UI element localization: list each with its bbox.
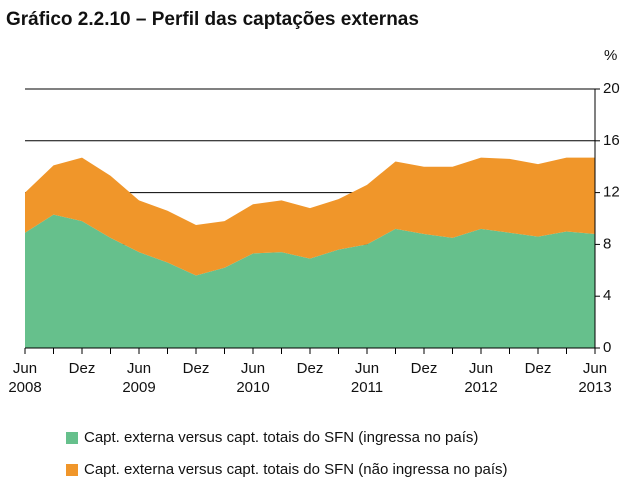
chart-title: Gráfico 2.2.10 – Perfil das captações ex… xyxy=(6,9,419,30)
x-tick-label: Jun xyxy=(583,360,607,377)
x-tick-label: Dez xyxy=(297,360,324,377)
y-tick-label: 16 xyxy=(603,132,620,149)
y-unit: % xyxy=(604,47,617,64)
x-tick-year: 2013 xyxy=(578,379,611,396)
legend-swatch xyxy=(66,432,78,444)
x-tick-label: Jun xyxy=(355,360,379,377)
x-tick-year: 2009 xyxy=(122,379,155,396)
area xyxy=(25,214,595,348)
y-tick-label: 8 xyxy=(603,235,611,252)
x-tick-year: 2010 xyxy=(236,379,269,396)
x-tick-label: Jun xyxy=(13,360,37,377)
y-tick-label: 20 xyxy=(603,80,620,97)
legend-label: Capt. externa versus capt. totais do SFN… xyxy=(84,429,478,446)
y-tick-label: 0 xyxy=(603,339,611,356)
x-tick-label: Jun xyxy=(241,360,265,377)
y-tick-label: 4 xyxy=(603,287,611,304)
x-tick-label: Dez xyxy=(183,360,210,377)
x-tick-label: Jun xyxy=(127,360,151,377)
x-tick-year: 2012 xyxy=(464,379,497,396)
x-tick-label: Dez xyxy=(525,360,552,377)
x-tick-year: 2008 xyxy=(8,379,41,396)
legend-swatch xyxy=(66,464,78,476)
area xyxy=(25,157,595,276)
x-tick-label: Dez xyxy=(411,360,438,377)
y-tick-label: 12 xyxy=(603,184,620,201)
x-tick-label: Jun xyxy=(469,360,493,377)
x-tick-label: Dez xyxy=(69,360,96,377)
legend-label: Capt. externa versus capt. totais do SFN… xyxy=(84,461,508,478)
x-tick-year: 2011 xyxy=(351,379,383,396)
